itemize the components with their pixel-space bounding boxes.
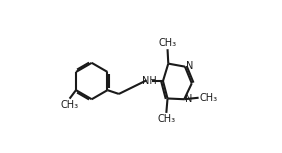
- Text: CH₃: CH₃: [157, 114, 175, 124]
- Text: NH: NH: [142, 76, 157, 86]
- Text: CH₃: CH₃: [199, 93, 217, 103]
- Text: CH₃: CH₃: [158, 38, 177, 49]
- Text: N: N: [185, 94, 192, 104]
- Text: N: N: [186, 61, 193, 71]
- Text: CH₃: CH₃: [60, 100, 78, 110]
